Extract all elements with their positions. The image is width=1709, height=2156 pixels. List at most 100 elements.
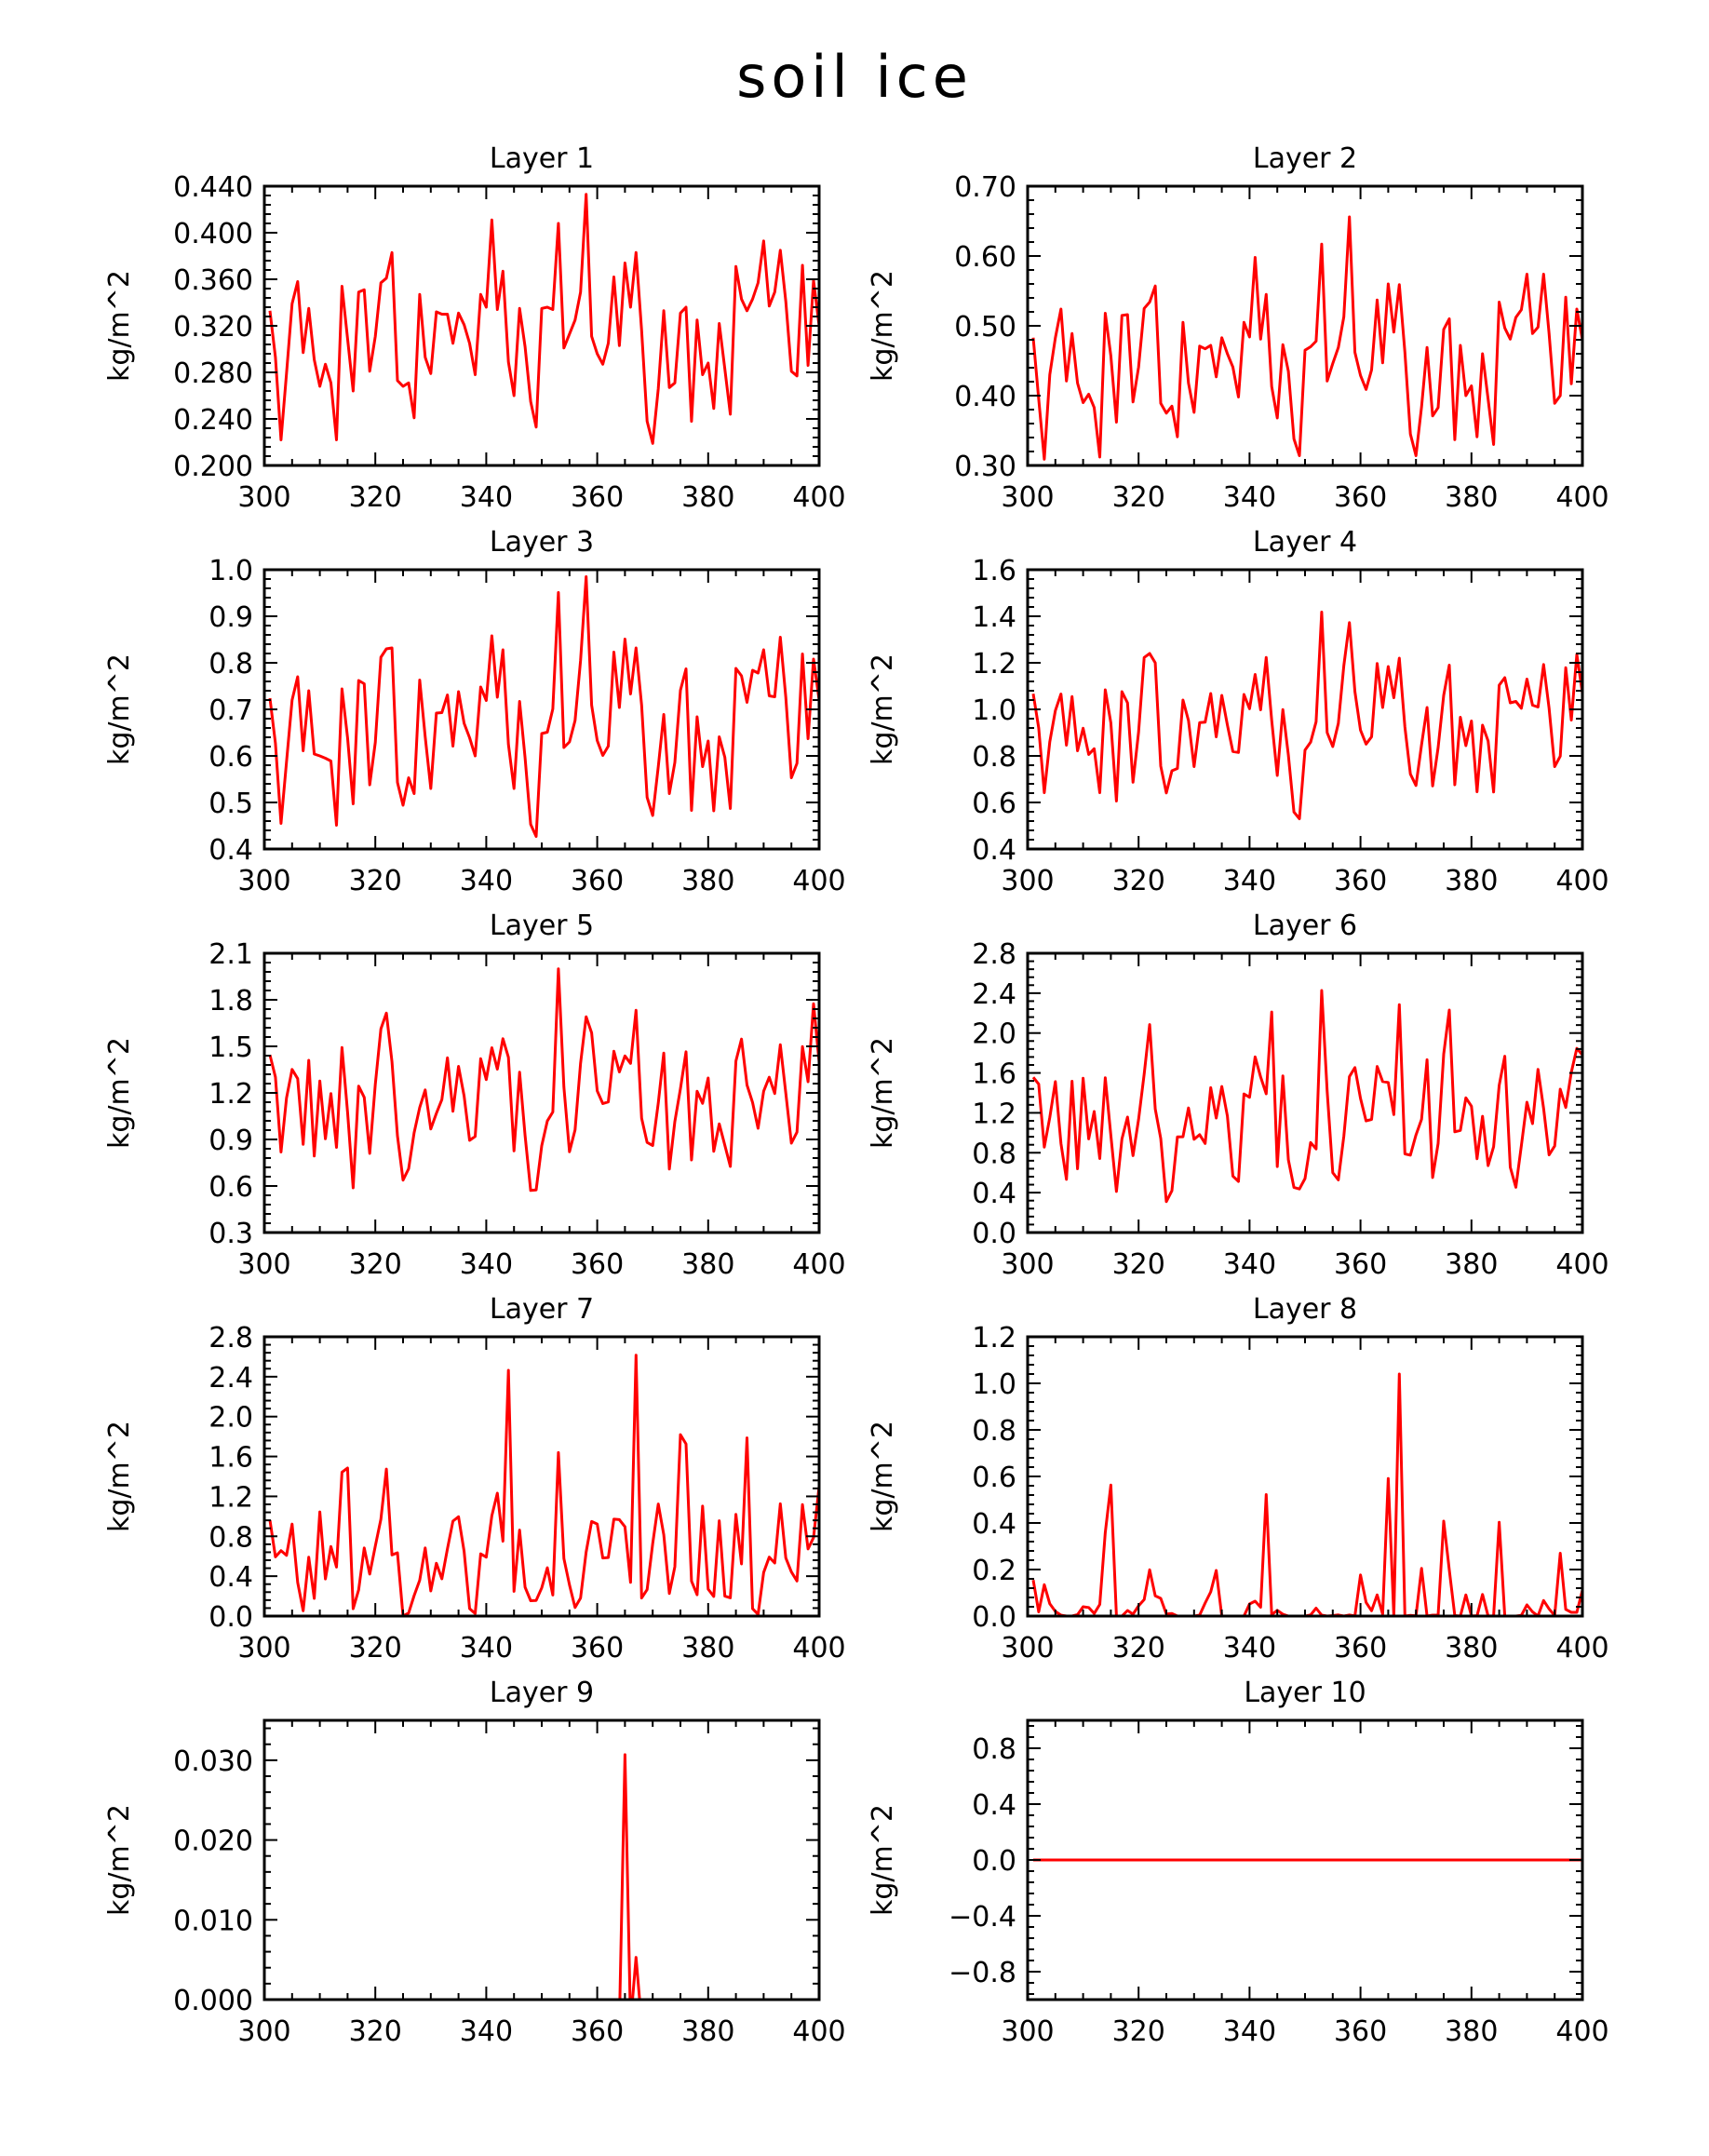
panel-title: Layer 4 bbox=[1253, 526, 1357, 559]
y-tick-label: 2.0 bbox=[972, 1018, 1016, 1051]
chart-panel-3: 300 320 340 360 380 400 0.4 0.5 0.6 0.7 0.8 0.9 1.0 L… bbox=[103, 526, 846, 897]
y-axis-label: kg/m^2 bbox=[103, 1421, 136, 1532]
panel-title: Layer 8 bbox=[1253, 1293, 1357, 1326]
x-tick-label: 400 bbox=[792, 1248, 845, 1281]
y-tick-label: 0.0 bbox=[972, 1845, 1016, 1878]
plot-frame bbox=[262, 951, 821, 1234]
x-tick-label: 320 bbox=[349, 481, 402, 514]
x-tick-label: 400 bbox=[1555, 1632, 1608, 1664]
x-tick-label: 340 bbox=[460, 2015, 513, 2048]
y-tick-label: 1.2 bbox=[972, 1098, 1016, 1130]
x-tick-label: 380 bbox=[1445, 481, 1498, 514]
x-tick-label: 340 bbox=[460, 1632, 513, 1664]
x-tick-label: 360 bbox=[1334, 1632, 1387, 1664]
series-line bbox=[268, 193, 819, 445]
y-tick-label: 0.4 bbox=[209, 834, 253, 867]
y-tick-label: 1.5 bbox=[209, 1031, 253, 1064]
x-tick-label: 300 bbox=[1001, 2015, 1054, 2048]
x-tick-label: 380 bbox=[1445, 2015, 1498, 2048]
y-tick-label: 1.0 bbox=[972, 1368, 1016, 1401]
y-axis-label: kg/m^2 bbox=[867, 1037, 899, 1149]
y-axis-label: kg/m^2 bbox=[103, 1804, 136, 1916]
y-tick-label: 0.4 bbox=[209, 1561, 253, 1594]
series-line bbox=[268, 575, 819, 838]
chart-panel-9: 300 320 340 360 380 400 0.000 0.010 0.020 0.030 La… bbox=[103, 1677, 846, 2048]
x-tick-label: 320 bbox=[349, 1248, 402, 1281]
x-tick-label: 320 bbox=[349, 1632, 402, 1664]
y-tick-label: 2.4 bbox=[209, 1362, 253, 1395]
y-tick-label: 0.6 bbox=[972, 788, 1016, 820]
y-tick-label: 1.2 bbox=[972, 1322, 1016, 1354]
x-tick-label: 380 bbox=[681, 865, 734, 897]
x-tick-label: 400 bbox=[792, 2015, 845, 2048]
x-tick-label: 320 bbox=[1112, 2015, 1165, 2048]
y-tick-label: 0.4 bbox=[972, 834, 1016, 867]
x-tick-label: 400 bbox=[1555, 1248, 1608, 1281]
y-tick-label: 0.3 bbox=[209, 1218, 253, 1250]
panel-title: Layer 10 bbox=[1244, 1677, 1366, 1709]
y-tick-label: 1.6 bbox=[972, 555, 1016, 587]
x-tick-label: 320 bbox=[1112, 481, 1165, 514]
panel-title: Layer 5 bbox=[490, 910, 594, 942]
y-tick-label: 0.200 bbox=[173, 451, 253, 483]
y-tick-label: 0.40 bbox=[954, 381, 1016, 413]
y-tick-label: 0.9 bbox=[209, 1125, 253, 1157]
x-tick-label: 360 bbox=[1334, 865, 1387, 897]
series-line bbox=[1031, 989, 1582, 1204]
y-tick-label: 0.6 bbox=[209, 1171, 253, 1204]
x-tick-label: 300 bbox=[237, 865, 290, 897]
y-tick-label: 0.010 bbox=[173, 1905, 253, 1937]
x-tick-label: 320 bbox=[1112, 1632, 1165, 1664]
x-tick-label: 340 bbox=[460, 481, 513, 514]
x-tick-label: 360 bbox=[571, 865, 624, 897]
series-line bbox=[618, 1753, 641, 2000]
panel-title: Layer 7 bbox=[490, 1293, 594, 1326]
chart-panel-10: 300 320 340 360 380 400 −0.8 −0.4 0.0 0.4 0.8 Layer… bbox=[867, 1677, 1609, 2048]
x-tick-label: 300 bbox=[1001, 1632, 1054, 1664]
series-line bbox=[1031, 1372, 1582, 1616]
y-tick-label: 0.4 bbox=[972, 1789, 1016, 1822]
chart-panel-2: 300 320 340 360 380 400 0.30 0.40 0.50 0.60 0.70 La… bbox=[867, 142, 1609, 514]
y-tick-label: 0.4 bbox=[972, 1178, 1016, 1210]
x-tick-label: 380 bbox=[681, 481, 734, 514]
y-tick-label: 0.0 bbox=[972, 1218, 1016, 1250]
y-tick-label: 2.8 bbox=[972, 938, 1016, 971]
x-tick-label: 360 bbox=[1334, 481, 1387, 514]
y-tick-label: 0.0 bbox=[209, 1601, 253, 1634]
chart-panel-4: 300 320 340 360 380 400 0.4 0.6 0.8 1.0 1.2 1.4 1.6 L… bbox=[867, 526, 1609, 897]
y-tick-label: 0.4 bbox=[972, 1508, 1016, 1541]
y-tick-label: 0.020 bbox=[173, 1826, 253, 1858]
y-axis-label: kg/m^2 bbox=[867, 1804, 899, 1916]
panel-title: Layer 9 bbox=[490, 1677, 594, 1709]
y-tick-label: 0.60 bbox=[954, 241, 1016, 274]
x-tick-label: 380 bbox=[681, 1248, 734, 1281]
x-tick-label: 380 bbox=[681, 1632, 734, 1664]
y-tick-label: 0.6 bbox=[209, 741, 253, 774]
y-axis-label: kg/m^2 bbox=[867, 654, 899, 765]
y-tick-label: 0.9 bbox=[209, 601, 253, 634]
x-tick-label: 340 bbox=[1223, 1248, 1276, 1281]
x-tick-label: 340 bbox=[1223, 865, 1276, 897]
y-tick-label: 0.440 bbox=[173, 171, 253, 204]
series-line bbox=[1031, 215, 1582, 461]
x-tick-label: 380 bbox=[1445, 1248, 1498, 1281]
y-tick-label: 2.8 bbox=[209, 1322, 253, 1354]
x-tick-label: 380 bbox=[1445, 865, 1498, 897]
y-axis-label: kg/m^2 bbox=[103, 1037, 136, 1149]
y-tick-label: 1.6 bbox=[209, 1442, 253, 1475]
x-tick-label: 300 bbox=[1001, 1248, 1054, 1281]
plot-frame bbox=[262, 1718, 821, 2001]
plot-frame bbox=[1026, 1335, 1584, 1618]
x-tick-label: 300 bbox=[237, 481, 290, 514]
x-tick-label: 320 bbox=[349, 865, 402, 897]
x-tick-label: 340 bbox=[460, 865, 513, 897]
x-tick-label: 400 bbox=[792, 1632, 845, 1664]
y-tick-label: 1.0 bbox=[972, 694, 1016, 727]
y-tick-label: 0.50 bbox=[954, 311, 1016, 344]
figure-title: soil ice bbox=[736, 43, 973, 111]
y-tick-label: 0.8 bbox=[209, 1521, 253, 1554]
y-tick-label: 0.000 bbox=[173, 1985, 253, 2017]
y-tick-label: 0.360 bbox=[173, 264, 253, 297]
y-axis-label: kg/m^2 bbox=[867, 270, 899, 382]
x-tick-label: 320 bbox=[1112, 1248, 1165, 1281]
